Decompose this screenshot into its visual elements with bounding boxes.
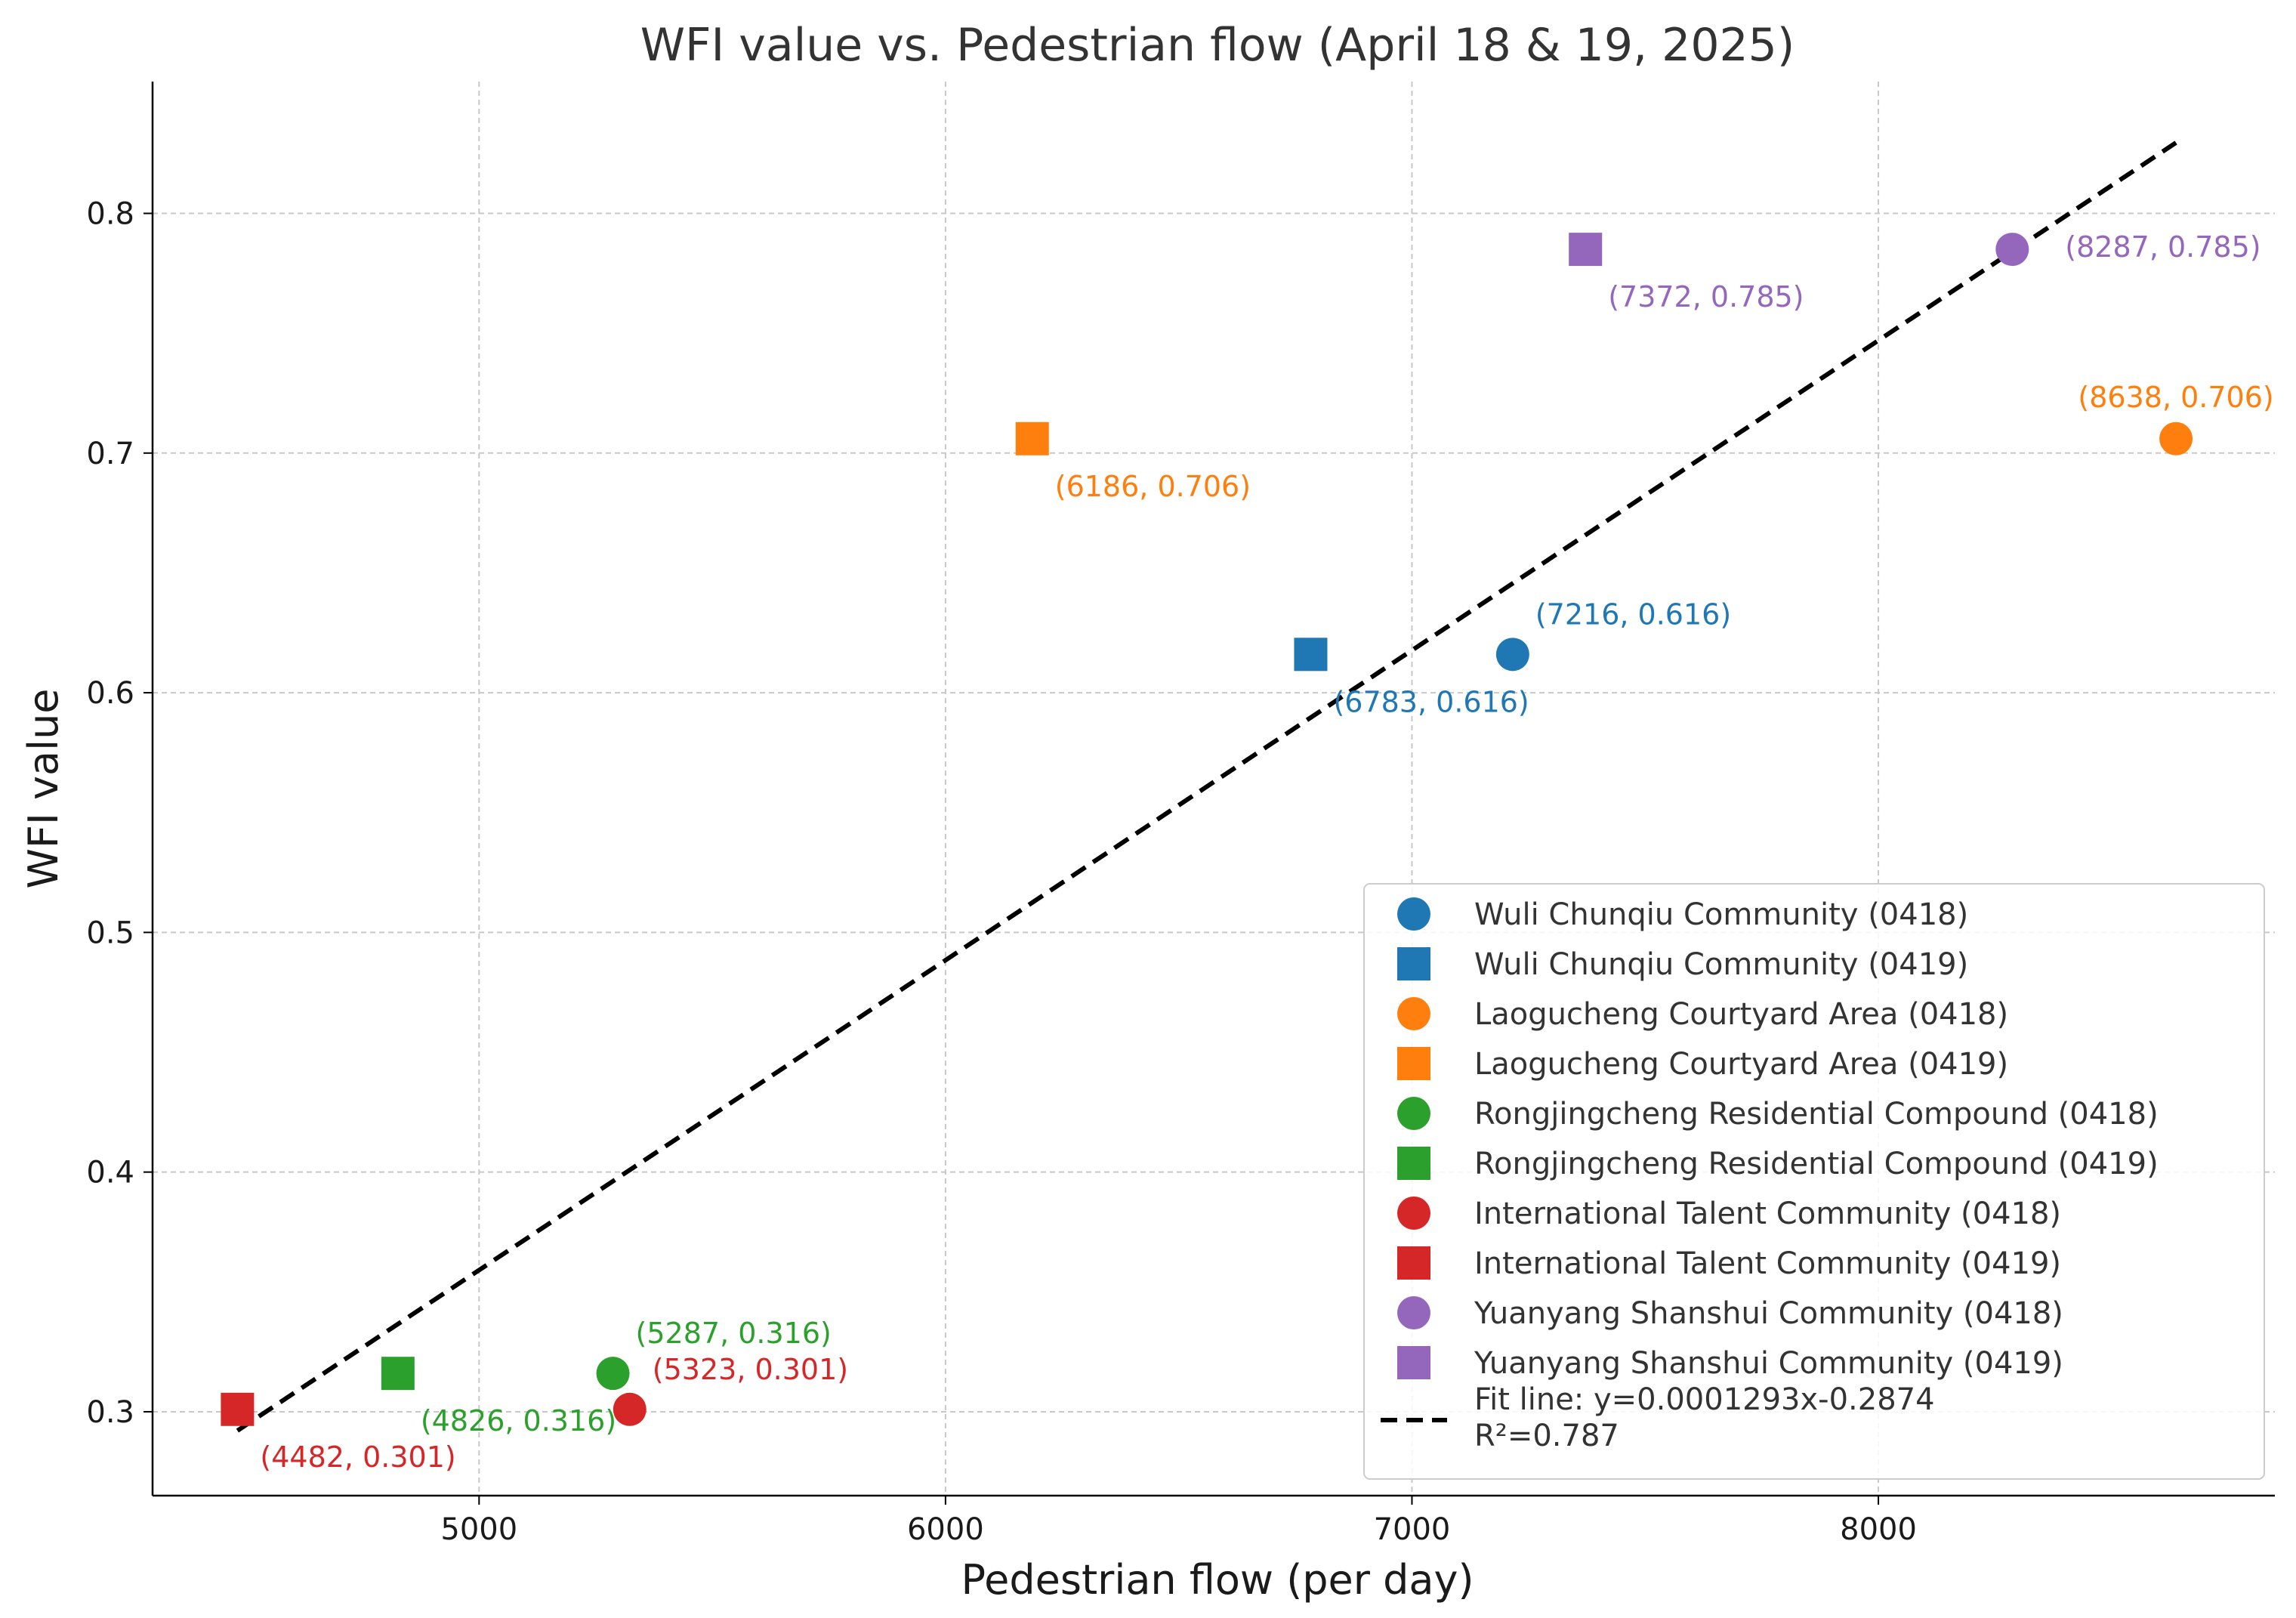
data-label: (5287, 0.316)	[636, 1317, 832, 1350]
legend-entry: Yuanyang Shanshui Community (0419)	[1474, 1346, 2063, 1381]
data-markers	[221, 233, 2193, 1426]
data-label: (4826, 0.316)	[421, 1404, 616, 1437]
legend-box	[1363, 883, 2265, 1480]
fit-line	[236, 140, 2177, 1433]
data-label: (8287, 0.785)	[2065, 230, 2261, 264]
legend-marker-square	[1397, 947, 1430, 980]
legend-entry: Rongjingcheng Residential Compound (0418…	[1474, 1097, 2159, 1132]
data-label: (7372, 0.785)	[1608, 280, 1804, 313]
data-label: (6783, 0.616)	[1333, 685, 1529, 718]
data-point-circle	[1995, 233, 2029, 267]
y-tick-label: 0.4	[86, 1156, 134, 1190]
legend-marker-circle	[1397, 1197, 1430, 1230]
legend-r2-label: R²=0.787	[1474, 1419, 1619, 1453]
data-label: (6186, 0.706)	[1055, 470, 1251, 503]
legend-marker-circle	[1397, 997, 1430, 1030]
x-tick-label: 8000	[1840, 1512, 1917, 1547]
tick-labels: 5000 6000 7000 8000 0.3 0.4 0.5 0.6 0.7 0.8	[86, 197, 1917, 1547]
legend-entry: Rongjingcheng Residential Compound (0419…	[1474, 1147, 2159, 1181]
data-point-circle	[596, 1357, 630, 1391]
y-tick-label: 0.8	[86, 197, 134, 232]
x-tick-label: 5000	[440, 1512, 517, 1547]
axes	[144, 82, 2275, 1505]
y-tick-label: 0.6	[86, 676, 134, 711]
legend: Wuli Chunqiu Community (0418) Wuli Chunqi…	[1363, 883, 2265, 1480]
legend-marker-square	[1397, 1047, 1430, 1080]
legend-marker-square	[1397, 1346, 1430, 1379]
legend-marker-circle	[1397, 897, 1430, 931]
legend-marker-circle	[1397, 1296, 1430, 1329]
legend-marker-square	[1397, 1246, 1430, 1280]
y-axis-label: WFI value	[20, 688, 67, 888]
data-point-circle	[2159, 421, 2193, 455]
data-point-circle	[613, 1392, 647, 1426]
legend-entry: Laogucheng Courtyard Area (0418)	[1474, 997, 2008, 1032]
data-label: (5323, 0.301)	[653, 1353, 848, 1386]
legend-entry: International Talent Community (0418)	[1474, 1197, 2061, 1231]
data-point-square	[1569, 233, 1603, 267]
fit-line-layer	[236, 140, 2177, 1433]
legend-entry: Yuanyang Shanshui Community (0418)	[1474, 1296, 2063, 1331]
legend-marker-circle	[1397, 1097, 1430, 1130]
y-tick-label: 0.7	[86, 437, 134, 471]
data-point-square	[1015, 421, 1049, 455]
y-tick-label: 0.3	[86, 1395, 134, 1430]
legend-entry: International Talent Community (0419)	[1474, 1246, 2061, 1281]
legend-entry: Laogucheng Courtyard Area (0419)	[1474, 1047, 2008, 1082]
data-point-square	[221, 1392, 255, 1426]
legend-entry: Wuli Chunqiu Community (0418)	[1474, 897, 1968, 932]
legend-marker-square	[1397, 1147, 1430, 1180]
data-point-circle	[1495, 638, 1529, 672]
data-labels: (7216, 0.616) (6783, 0.616) (8638, 0.706) (…	[260, 230, 2273, 1474]
data-label: (8638, 0.706)	[2078, 381, 2273, 414]
x-axis-label: Pedestrian flow (per day)	[961, 1556, 1474, 1604]
data-point-square	[1294, 638, 1328, 672]
x-tick-label: 6000	[907, 1512, 984, 1547]
legend-fit-label: Fit line: y=0.0001293x-0.2874	[1474, 1382, 1935, 1417]
x-tick-label: 7000	[1374, 1512, 1451, 1547]
data-label: (4482, 0.301)	[260, 1440, 455, 1474]
data-label: (7216, 0.616)	[1535, 597, 1731, 631]
data-point-square	[381, 1357, 415, 1391]
chart-title: WFI value vs. Pedestrian flow (April 18 …	[640, 19, 1795, 72]
y-tick-label: 0.5	[86, 916, 134, 950]
legend-entry: Wuli Chunqiu Community (0419)	[1474, 947, 1968, 982]
